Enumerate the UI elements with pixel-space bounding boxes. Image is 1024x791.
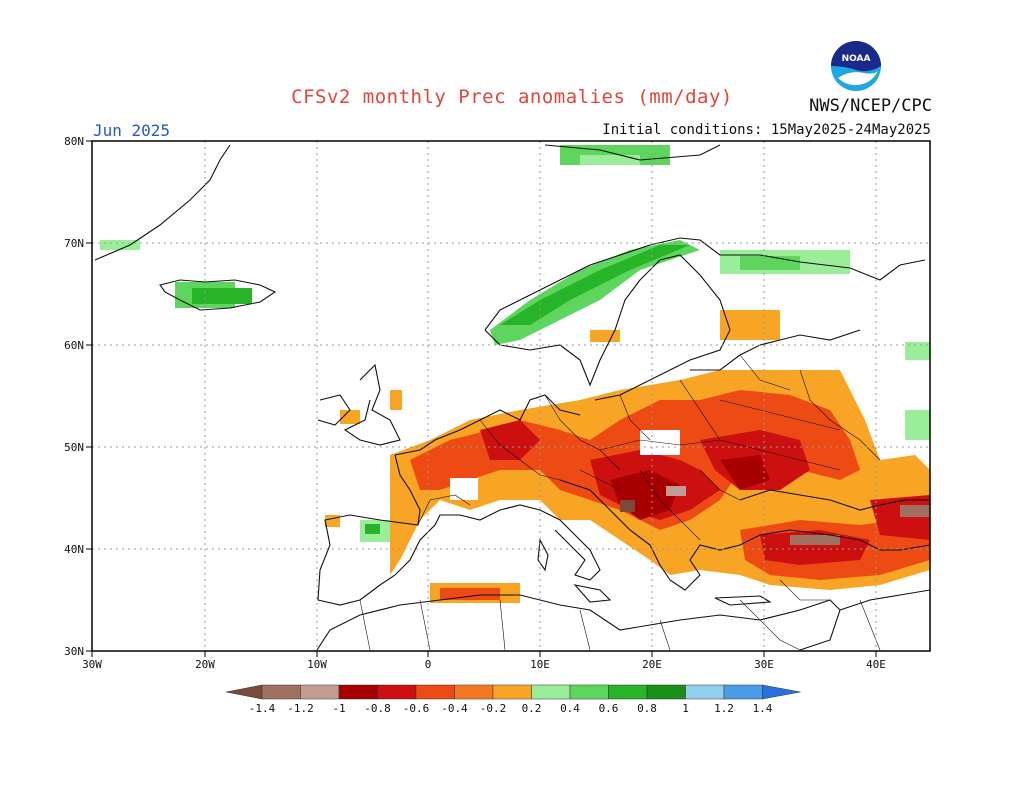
colorbar-swatch xyxy=(338,684,378,700)
lat-label: 30N xyxy=(64,645,84,658)
colorbar-tick-label: -0.2 xyxy=(480,702,507,715)
axis-ticks xyxy=(86,140,877,657)
lat-label: 70N xyxy=(64,237,84,250)
colorbar-swatch xyxy=(415,684,455,700)
colorbar-swatch xyxy=(569,684,609,700)
colorbar-swatch xyxy=(454,684,494,700)
anomaly-shading xyxy=(100,145,930,603)
lon-label: 20W xyxy=(195,658,215,671)
colorbar-tick-label: -0.6 xyxy=(403,702,430,715)
svg-text:NOAA: NOAA xyxy=(842,54,871,64)
lon-label: 10E xyxy=(530,658,550,671)
colorbar-swatch xyxy=(723,684,763,700)
lat-label: 80N xyxy=(64,135,84,148)
chart-title: CFSv2 monthly Prec anomalies (mm/day) xyxy=(291,86,733,108)
colorbar: -1.4 -1.2 -1 -0.8 -0.6 -0.4 -0.2 0.2 0.4 0.6 0.8 1 1… xyxy=(225,684,801,715)
lon-label: 30E xyxy=(754,658,774,671)
colorbar-tick-label: -0.4 xyxy=(441,702,468,715)
lat-label: 40N xyxy=(64,543,84,556)
map-frame xyxy=(91,140,931,652)
colorbar-tick-label: -1 xyxy=(332,702,345,715)
colorbar-swatch xyxy=(608,684,648,700)
colorbar-swatch xyxy=(646,684,686,700)
graticule xyxy=(92,141,930,651)
colorbar-tick-label: 0.6 xyxy=(599,702,619,715)
lon-label: 40E xyxy=(866,658,886,671)
lon-label: 10W xyxy=(307,658,327,671)
colorbar-left-arrow xyxy=(225,684,263,700)
lon-label: 20E xyxy=(642,658,662,671)
colorbar-right-arrow xyxy=(762,684,801,700)
lon-label: 0 xyxy=(425,658,432,671)
colorbar-swatch xyxy=(261,684,301,700)
lon-label: 30W xyxy=(82,658,102,671)
country-borders xyxy=(359,354,881,651)
agency-label: NWS/NCEP/CPC xyxy=(809,96,932,116)
colorbar-tick-label: -1.4 xyxy=(249,702,276,715)
colorbar-tick-label: 0.8 xyxy=(637,702,657,715)
colorbar-tick-label: 0.4 xyxy=(560,702,580,715)
noaa-logo-icon: NOAA xyxy=(831,41,881,91)
colorbar-swatch xyxy=(300,684,340,700)
colorbar-tick-label: 0.2 xyxy=(522,702,542,715)
lat-label: 60N xyxy=(64,339,84,352)
colorbar-tick-label: -1.2 xyxy=(287,702,314,715)
colorbar-swatch xyxy=(377,684,417,700)
initial-conditions: Initial conditions: 15May2025-24May2025 xyxy=(602,122,931,138)
colorbar-swatch xyxy=(685,684,725,700)
colorbar-tick-label: 1.4 xyxy=(753,702,773,715)
forecast-month: Jun 2025 xyxy=(93,121,171,140)
colorbar-tick-label: -0.8 xyxy=(364,702,391,715)
colorbar-tick-label: 1.2 xyxy=(714,702,734,715)
colorbar-tick-label: 1 xyxy=(682,702,689,715)
colorbar-swatch xyxy=(531,684,571,700)
colorbar-swatch xyxy=(492,684,532,700)
lat-label: 50N xyxy=(64,441,84,454)
